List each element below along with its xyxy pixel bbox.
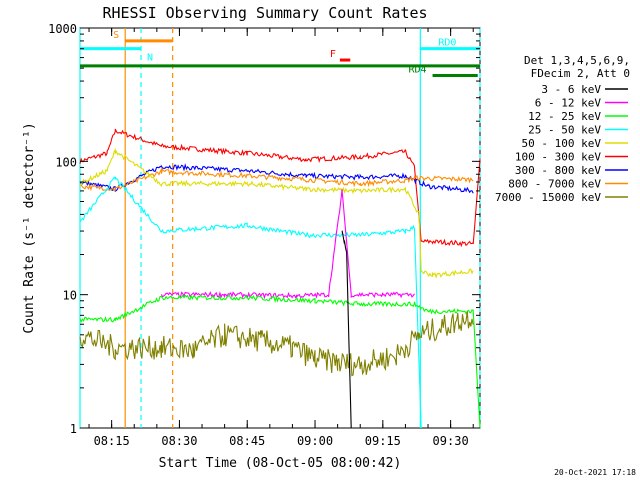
legend-label-1: 6 - 12 keV (535, 97, 602, 110)
legend-header-0: Det 1,3,4,5,6,9, (524, 54, 630, 67)
x-tick-label-4: 09:15 (365, 434, 401, 448)
flag-bars: S N F RD0 RD4 (80, 30, 480, 78)
y-tick-label-0: 1 (70, 422, 77, 436)
legend-label-8: 7000 - 15000 keV (495, 191, 601, 204)
footer-date: 20-Oct-2021 17:18 (554, 468, 636, 477)
flag-label-0: S (113, 30, 119, 41)
series-line-0 (79, 128, 481, 248)
x-axis-label: Start Time (08-Oct-05 08:00:42) (159, 456, 402, 471)
x-tick-label-0: 08:15 (94, 434, 130, 448)
series-line-8 (341, 230, 352, 429)
x-tick-label-5: 09:30 (433, 434, 469, 448)
series-line-5 (160, 189, 415, 300)
legend: Det 1,3,4,5,6,9,FDecim 2, Att 0 3 - 6 keV… (495, 54, 630, 204)
y-axis-label: Count Rate (s⁻¹ detector⁻¹) (22, 122, 37, 333)
series-lines (79, 128, 481, 429)
series-line-4 (79, 175, 422, 429)
chart-title: RHESSI Observing Summary Count Rates (102, 4, 427, 22)
x-tick-label-1: 08:30 (161, 434, 197, 448)
y-tick-label-2: 100 (55, 155, 77, 169)
flag-label-5: RD4 (408, 65, 426, 76)
time-markers (79, 28, 481, 428)
legend-label-7: 800 - 7000 keV (508, 178, 601, 191)
legend-label-2: 12 - 25 keV (528, 110, 601, 123)
y-tick-label-1: 10 (63, 289, 77, 303)
series-line-1 (79, 163, 474, 194)
x-tick-label-2: 08:45 (229, 434, 265, 448)
flag-label-2: F (330, 49, 336, 60)
x-tick-label-3: 09:00 (297, 434, 333, 448)
legend-label-6: 300 - 800 keV (515, 164, 601, 177)
legend-label-0: 3 - 6 keV (541, 83, 601, 96)
y-tick-label-3: 1000 (48, 22, 77, 36)
series-line-2 (79, 167, 474, 192)
legend-header-1: FDecim 2, Att 0 (531, 67, 630, 80)
flag-label-1: N (147, 53, 153, 64)
legend-label-5: 100 - 300 keV (515, 151, 601, 164)
series-line-6 (79, 294, 481, 429)
series-line-3 (79, 147, 474, 279)
legend-label-3: 25 - 50 keV (528, 124, 601, 137)
series-line-7 (79, 311, 474, 377)
flag-label-3: RD0 (438, 38, 456, 49)
axis-ticks: 08:15 08:30 08:45 09:00 09:15 09:30 1 10 100 1000 (48, 22, 480, 448)
legend-label-4: 50 - 100 keV (522, 137, 602, 150)
